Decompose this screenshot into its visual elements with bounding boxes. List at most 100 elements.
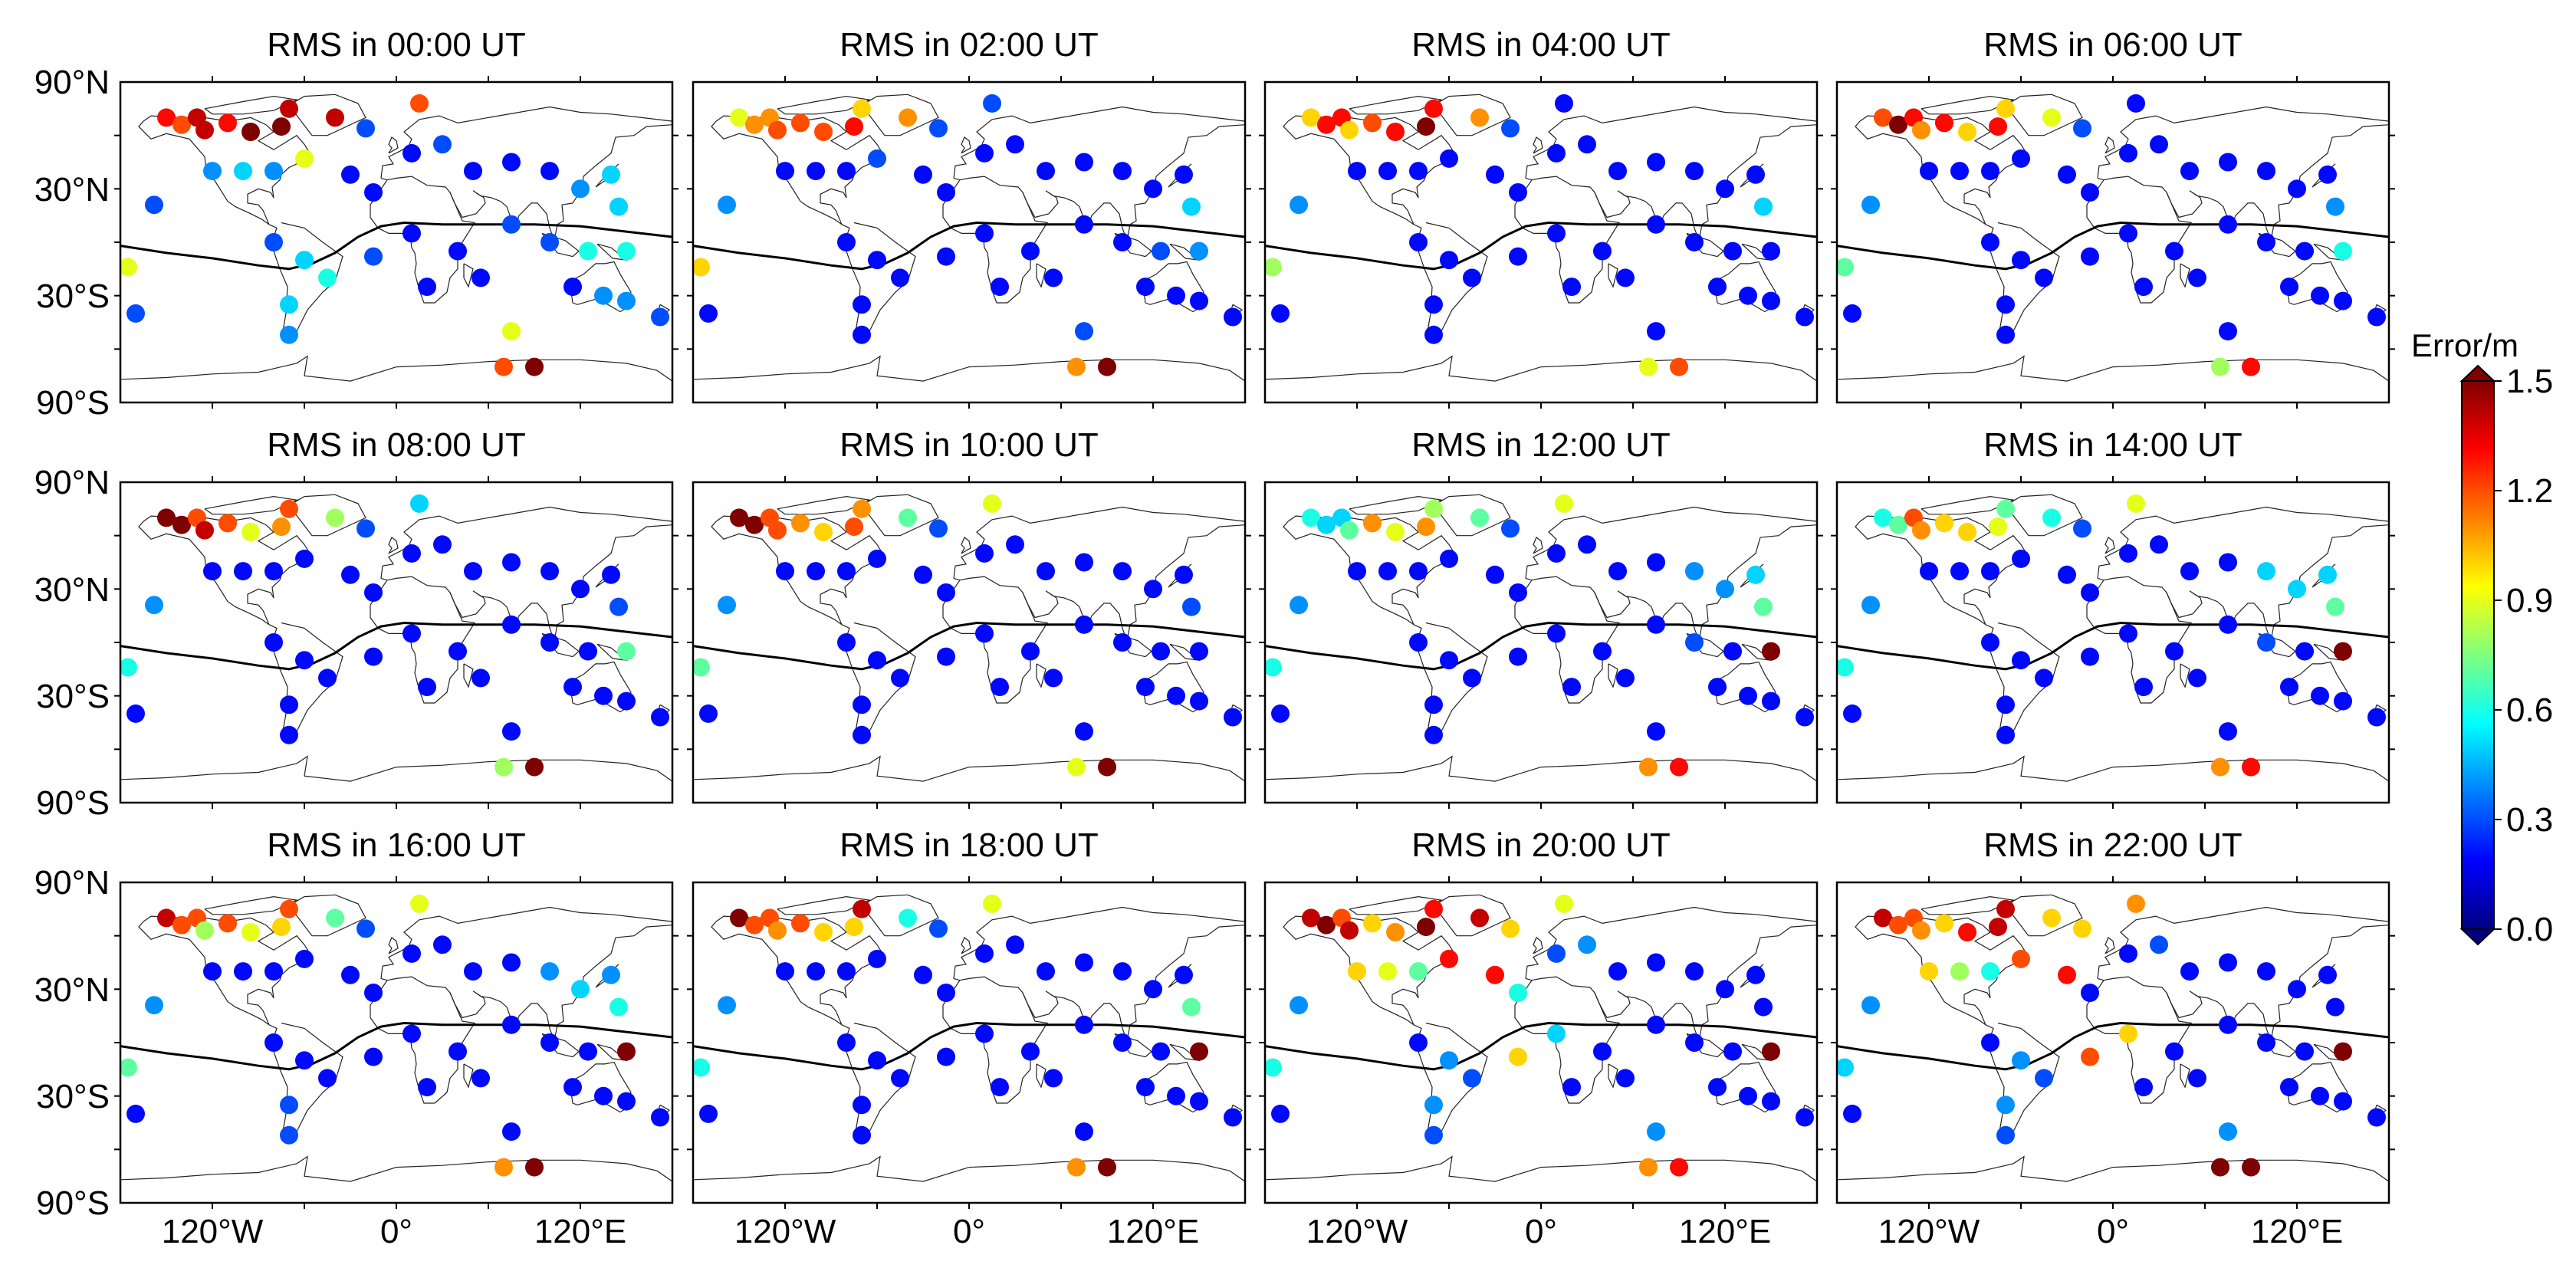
- coastline: [715, 915, 916, 1142]
- coastline: [1514, 976, 1620, 1104]
- dip-equator-line: [120, 1021, 672, 1071]
- station-marker: [318, 1069, 337, 1088]
- coastline: [120, 755, 672, 782]
- station-marker: [495, 357, 513, 376]
- station-marker: [745, 915, 764, 935]
- station-marker: [837, 1033, 856, 1052]
- station-marker: [1647, 953, 1665, 972]
- station-marker: [1996, 1096, 2015, 1115]
- coastline: [1837, 755, 2389, 782]
- station-marker: [2035, 668, 2053, 688]
- dip-equator-line: [1265, 221, 1817, 271]
- station-marker: [2219, 153, 2237, 172]
- panel-title: RMS in 12:00 UT: [1411, 426, 1670, 464]
- station-marker: [2280, 678, 2298, 697]
- station-marker: [2073, 119, 2091, 138]
- coastline: [1608, 1063, 1618, 1089]
- station-marker: [610, 997, 628, 1017]
- station-marker: [2119, 944, 2137, 963]
- coastline: [2104, 136, 2115, 154]
- station-marker: [617, 1042, 636, 1061]
- station-marker: [234, 562, 252, 581]
- station-marker: [2257, 1033, 2275, 1052]
- station-marker: [540, 1033, 559, 1052]
- station-marker: [1593, 642, 1612, 661]
- station-marker: [1190, 241, 1208, 261]
- station-marker: [1167, 686, 1185, 705]
- station-marker: [272, 117, 291, 136]
- station-marker: [2219, 553, 2237, 572]
- station-marker: [1562, 278, 1581, 297]
- station-marker: [2119, 143, 2137, 163]
- lat-tick-label: 30°S: [36, 1078, 110, 1115]
- station-marker: [1996, 695, 2015, 714]
- station-marker: [617, 291, 636, 310]
- station-marker: [1754, 997, 1773, 1017]
- station-marker: [295, 949, 314, 968]
- coastline: [2097, 506, 2389, 579]
- station-marker: [1424, 725, 1443, 744]
- station-marker: [472, 1069, 490, 1088]
- station-marker: [280, 99, 298, 118]
- station-marker: [2257, 633, 2275, 652]
- station-marker: [280, 499, 298, 518]
- station-marker: [914, 965, 932, 984]
- station-marker: [2150, 935, 2168, 954]
- station-marker: [2367, 708, 2386, 727]
- station-marker: [364, 1047, 383, 1066]
- map-background: [1837, 882, 2389, 1203]
- station-marker: [1409, 562, 1428, 581]
- station-marker: [2334, 1092, 2352, 1111]
- station-marker: [2288, 580, 2306, 599]
- lon-tick-label: 120°W: [162, 1213, 264, 1250]
- station-marker: [1348, 162, 1366, 181]
- map-area: [120, 882, 672, 1203]
- map-background: [120, 882, 672, 1203]
- station-marker: [326, 508, 344, 527]
- station-marker: [196, 521, 214, 540]
- station-marker: [364, 247, 383, 266]
- coastline: [449, 124, 672, 242]
- station-marker: [868, 651, 886, 670]
- station-marker: [929, 519, 948, 538]
- station-marker: [1409, 1033, 1428, 1052]
- station-marker: [807, 962, 825, 981]
- station-marker: [1363, 113, 1382, 133]
- map-background: [693, 482, 1245, 803]
- station-marker: [983, 494, 1001, 513]
- station-marker: [1754, 197, 1773, 216]
- coastline: [2180, 263, 2190, 288]
- coastline: [942, 576, 1048, 704]
- station-marker: [341, 565, 360, 584]
- station-marker: [1509, 583, 1527, 602]
- coastline: [2097, 906, 2389, 979]
- station-marker: [1555, 894, 1573, 913]
- station-marker: [2180, 962, 2199, 981]
- station-marker: [868, 1051, 886, 1070]
- station-marker: [295, 651, 314, 670]
- coastline: [1287, 115, 1488, 341]
- station-marker: [1608, 562, 1627, 581]
- station-marker: [280, 1125, 298, 1145]
- station-marker: [2165, 1042, 2183, 1061]
- station-marker: [464, 962, 482, 981]
- station-marker: [837, 562, 856, 581]
- station-marker: [853, 295, 871, 314]
- station-marker: [1796, 307, 1814, 327]
- station-marker: [295, 1051, 314, 1070]
- station-marker: [525, 757, 544, 777]
- station-marker: [2134, 1078, 2153, 1097]
- lon-tick-label: 0°: [380, 1213, 412, 1250]
- station-marker: [1409, 633, 1428, 652]
- station-marker: [814, 523, 833, 541]
- station-marker: [203, 562, 222, 581]
- lon-tick-label: 120°W: [1878, 1213, 1980, 1250]
- station-marker: [891, 668, 909, 688]
- station-marker: [564, 678, 582, 697]
- station-marker: [1547, 544, 1566, 563]
- station-marker: [2326, 197, 2344, 216]
- station-marker: [1989, 918, 2007, 937]
- station-marker: [983, 94, 1001, 113]
- map-area: [120, 82, 672, 402]
